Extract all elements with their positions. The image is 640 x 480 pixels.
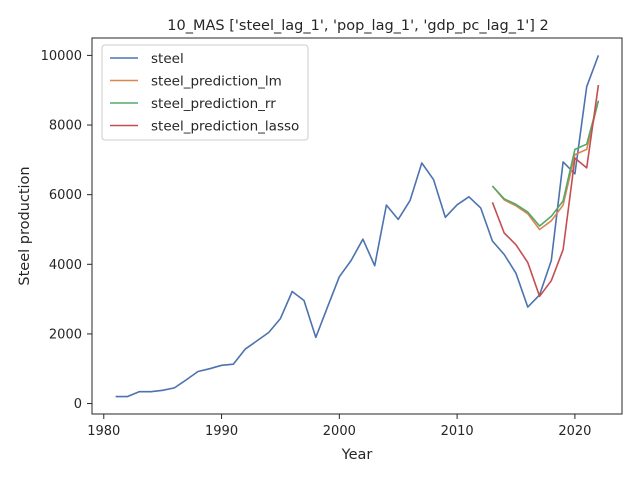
legend: steel steel_prediction_lm steel_prediction… [101, 44, 309, 141]
y-tick-label: 2000 [49, 327, 82, 342]
y-tick-label: 8000 [49, 119, 82, 134]
y-tick-label: 4000 [49, 258, 82, 273]
plot-area [91, 37, 623, 415]
y-tick-label: 6000 [49, 188, 82, 203]
legend-label: steel_prediction_lasso [151, 119, 299, 135]
x-tick-label: 2020 [558, 424, 591, 439]
series-line-steel-prediction-lasso [491, 84, 600, 298]
legend-label: steel_prediction_rr [151, 96, 276, 112]
series-lines [115, 55, 600, 398]
y-tick-label: 0 [74, 397, 82, 412]
y-axis-label: Steel production [17, 166, 33, 285]
series-line-steel-prediction-rr [491, 100, 600, 227]
legend-label: steel [151, 51, 184, 67]
legend-label: steel_prediction_lm [151, 74, 282, 90]
y-tick-label: 10000 [41, 49, 82, 64]
legend-box [101, 44, 309, 141]
x-tick-label: 1990 [205, 424, 238, 439]
x-tick-label: 2010 [441, 424, 474, 439]
x-axis: 1980 1990 2000 2010 2020 [87, 414, 591, 439]
x-tick-label: 1980 [87, 424, 120, 439]
x-axis-label: Year [341, 447, 373, 463]
series-line-steel [115, 55, 600, 398]
x-tick-label: 2000 [323, 424, 356, 439]
y-axis: 0 2000 4000 6000 8000 10000 [41, 49, 92, 412]
series-line-steel-prediction-lm [491, 100, 600, 231]
chart-title: 10_MAS ['steel_lag_1', 'pop_lag_1', 'gdp… [167, 18, 548, 34]
